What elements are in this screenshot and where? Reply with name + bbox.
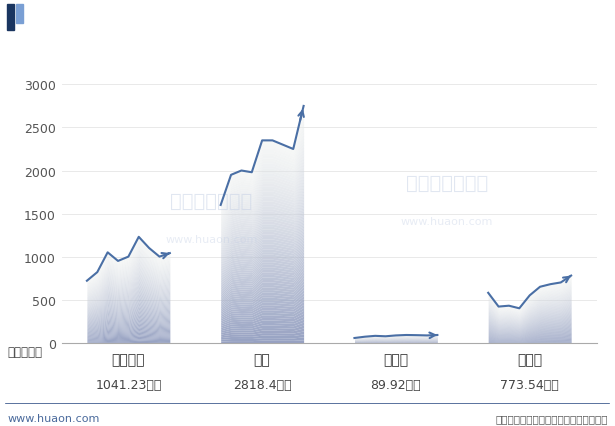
Text: 华经产业研究院: 华经产业研究院 <box>406 174 488 193</box>
Bar <box>16 6 23 23</box>
Text: www.huaon.com: www.huaon.com <box>400 217 493 227</box>
Text: 健康险: 健康险 <box>517 352 542 366</box>
Text: www.huaon.com: www.huaon.com <box>7 413 100 423</box>
Text: 专业严谨 ● 客观科学: 专业严谨 ● 客观科学 <box>524 12 603 25</box>
Text: 寿险: 寿险 <box>254 352 271 366</box>
Text: 数据来源：保监会，华经产业研究院整理: 数据来源：保监会，华经产业研究院整理 <box>495 413 608 423</box>
Text: 财产保险: 财产保险 <box>112 352 145 366</box>
Text: 2818.4亿元: 2818.4亿元 <box>233 378 292 391</box>
Text: www.huaon.com: www.huaon.com <box>165 235 258 245</box>
Text: 773.54亿元: 773.54亿元 <box>500 378 559 391</box>
Text: 89.92亿元: 89.92亿元 <box>371 378 421 391</box>
Text: 华经情报网: 华经情报网 <box>34 12 74 25</box>
Bar <box>7 5 14 31</box>
Text: 单位：亿元: 单位：亿元 <box>7 345 42 358</box>
Text: 1041.23亿元: 1041.23亿元 <box>95 378 162 391</box>
Text: 意外险: 意外险 <box>383 352 408 366</box>
Text: 2016-2024年1-10月广东保险分险种收入统计: 2016-2024年1-10月广东保险分险种收入统计 <box>166 47 449 66</box>
Text: 华经产业研究院: 华经产业研究院 <box>170 192 252 210</box>
